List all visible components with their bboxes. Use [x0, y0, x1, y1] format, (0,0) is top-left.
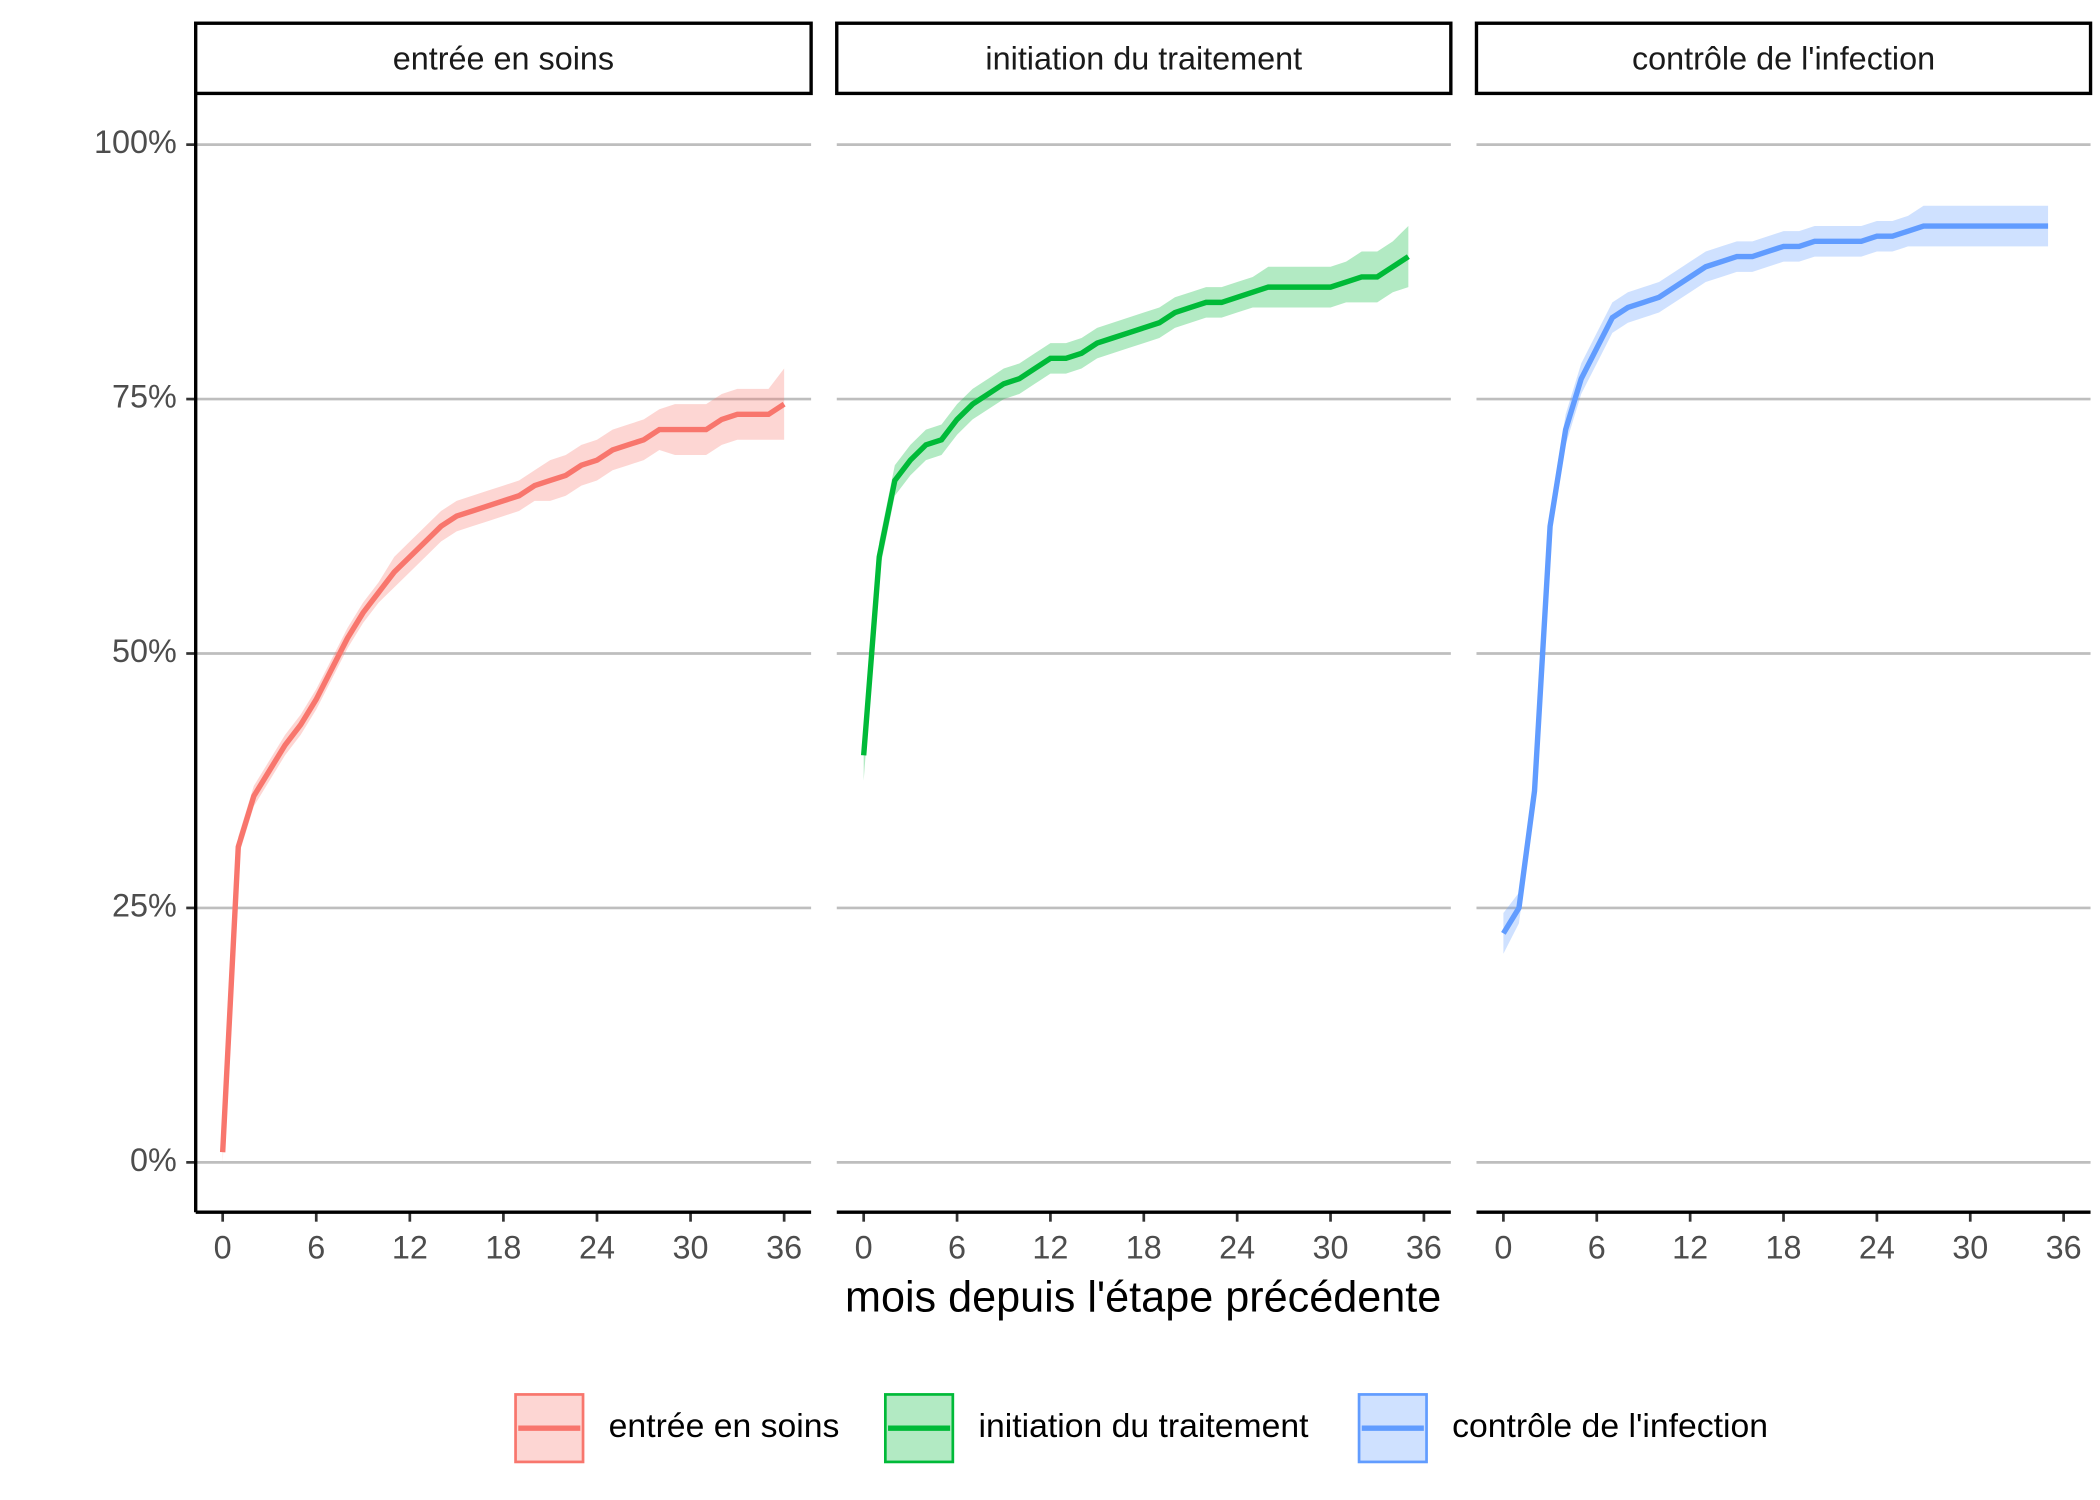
confidence-band: [222, 368, 785, 1163]
x-tick-label: 24: [579, 1230, 615, 1266]
y-tick-label: 100%: [94, 124, 177, 160]
facet-strip: [1474, 21, 2093, 96]
x-tick-label: 0: [855, 1230, 873, 1266]
x-axis-title: mois depuis l'étape précédente: [845, 1273, 1441, 1321]
x-tick-label: 0: [1494, 1230, 1512, 1266]
x-tick-label: 12: [392, 1230, 428, 1266]
x-tick-label: 18: [1126, 1230, 1162, 1266]
x-tick-label: 24: [1859, 1230, 1895, 1266]
confidence-band: [863, 226, 1409, 781]
x-tick-label: 30: [1952, 1230, 1988, 1266]
x-tick-label: 36: [2046, 1230, 2082, 1266]
x-tick-label: 18: [1766, 1230, 1802, 1266]
y-tick-label: 25%: [112, 888, 177, 924]
y-tick-label: 75%: [112, 379, 177, 415]
x-tick-label: 30: [673, 1230, 709, 1266]
line: [219, 401, 786, 1153]
facet-strip: [194, 21, 813, 96]
x-tick-label: 18: [485, 1230, 521, 1266]
x-tick-label: 12: [1032, 1230, 1068, 1266]
legend-label: entrée en soins: [609, 1407, 840, 1445]
facet-strip: [835, 21, 1453, 96]
line: [860, 254, 1410, 756]
x-tick-label: 6: [948, 1230, 966, 1266]
x-tick-label: 6: [1588, 1230, 1606, 1266]
x-tick-label: 36: [1406, 1230, 1442, 1266]
x-tick-label: 30: [1313, 1230, 1349, 1266]
legend-label: contrôle de l'infection: [1452, 1407, 1768, 1445]
legend-label: initiation du traitement: [978, 1407, 1309, 1445]
x-tick-label: 6: [307, 1230, 325, 1266]
facet-label: contrôle de l'infection: [1632, 41, 1935, 77]
confidence-band: [1503, 205, 2049, 954]
y-tick-label: 0%: [130, 1142, 177, 1178]
x-tick-label: 24: [1219, 1230, 1255, 1266]
x-tick-label: 12: [1672, 1230, 1708, 1266]
facet-label: initiation du traitement: [985, 41, 1302, 77]
y-tick-label: 50%: [112, 633, 177, 669]
line: [1501, 223, 2049, 935]
x-tick-label: 36: [766, 1230, 802, 1266]
facet-label: entrée en soins: [393, 41, 614, 77]
x-tick-label: 0: [214, 1230, 232, 1266]
